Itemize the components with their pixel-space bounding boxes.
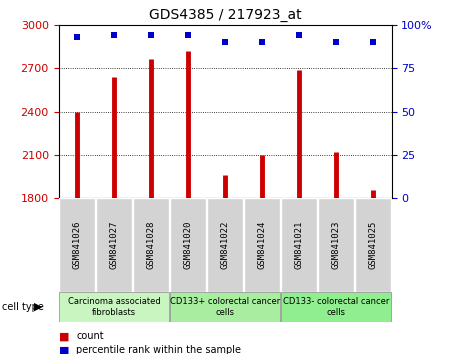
Text: GSM841024: GSM841024 bbox=[257, 221, 266, 269]
Text: CD133+ colorectal cancer
cells: CD133+ colorectal cancer cells bbox=[170, 297, 280, 317]
Text: CD133- colorectal cancer
cells: CD133- colorectal cancer cells bbox=[283, 297, 389, 317]
Text: GSM841027: GSM841027 bbox=[109, 221, 118, 269]
Text: GSM841025: GSM841025 bbox=[369, 221, 378, 269]
Text: ▶: ▶ bbox=[34, 302, 42, 312]
Text: cell type: cell type bbox=[2, 302, 44, 312]
Text: GSM841020: GSM841020 bbox=[184, 221, 193, 269]
Bar bbox=[133, 198, 169, 292]
Text: ■: ■ bbox=[58, 346, 69, 354]
Bar bbox=[244, 198, 280, 292]
Bar bbox=[170, 292, 280, 322]
Text: GSM841026: GSM841026 bbox=[72, 221, 81, 269]
Bar bbox=[281, 292, 392, 322]
Title: GDS4385 / 217923_at: GDS4385 / 217923_at bbox=[148, 8, 302, 22]
Bar bbox=[207, 198, 243, 292]
Bar bbox=[170, 198, 206, 292]
Text: percentile rank within the sample: percentile rank within the sample bbox=[76, 346, 242, 354]
Text: GSM841028: GSM841028 bbox=[147, 221, 156, 269]
Bar bbox=[58, 198, 95, 292]
Bar bbox=[318, 198, 354, 292]
Text: count: count bbox=[76, 331, 104, 341]
Bar bbox=[355, 198, 392, 292]
Bar bbox=[58, 292, 169, 322]
Text: GSM841023: GSM841023 bbox=[332, 221, 341, 269]
Bar bbox=[96, 198, 132, 292]
Text: ■: ■ bbox=[58, 331, 69, 341]
Text: Carcinoma associated
fibroblasts: Carcinoma associated fibroblasts bbox=[68, 297, 160, 317]
Text: GSM841022: GSM841022 bbox=[220, 221, 230, 269]
Bar bbox=[281, 198, 317, 292]
Text: GSM841021: GSM841021 bbox=[294, 221, 303, 269]
